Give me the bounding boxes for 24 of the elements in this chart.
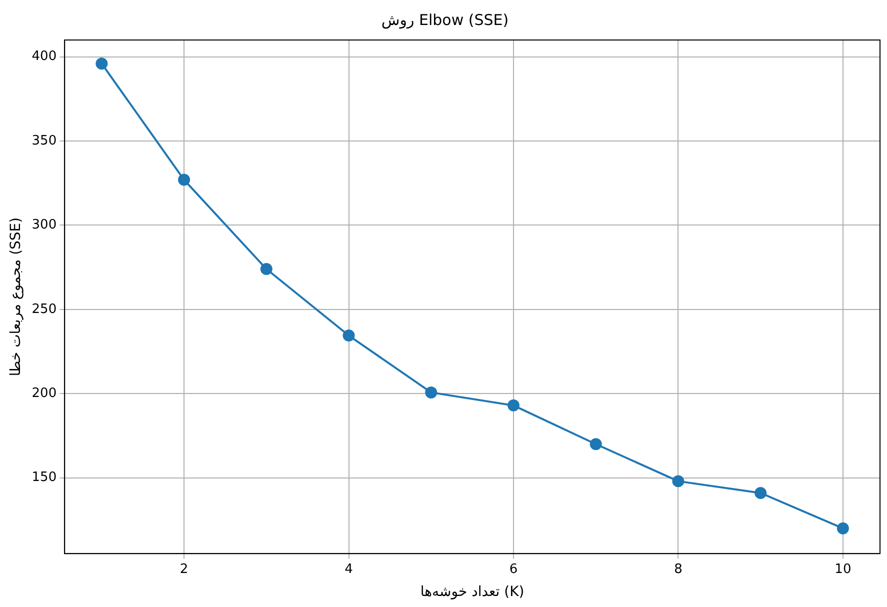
y-tick-label: 300 (32, 218, 57, 233)
x-tick-label: 2 (180, 562, 188, 577)
x-tick-label: 6 (509, 562, 518, 577)
point (342, 330, 355, 342)
x-tick-label: 4 (344, 562, 353, 577)
chart-title: روش Elbow (SSE) (381, 10, 509, 29)
point (96, 58, 108, 70)
point (590, 438, 602, 450)
x-tick-label: 10 (834, 562, 852, 577)
x-tick-label: 8 (674, 562, 682, 577)
y-axis-title: مجموع مربعات خطا (SSE) (8, 217, 24, 376)
point (836, 522, 849, 534)
point (507, 399, 520, 412)
x-axis-title: تعداد خوشه‌ها (K) (420, 584, 524, 600)
point (178, 174, 190, 186)
point (754, 486, 767, 499)
point (672, 475, 684, 488)
y-tick-label: 150 (32, 470, 57, 486)
y-tick-label: 400 (32, 49, 57, 64)
point (425, 386, 438, 398)
y-tick-label: 250 (32, 302, 57, 317)
y-tick-label: 200 (32, 386, 57, 401)
point (260, 263, 272, 276)
y-tick-label: 350 (32, 133, 57, 148)
